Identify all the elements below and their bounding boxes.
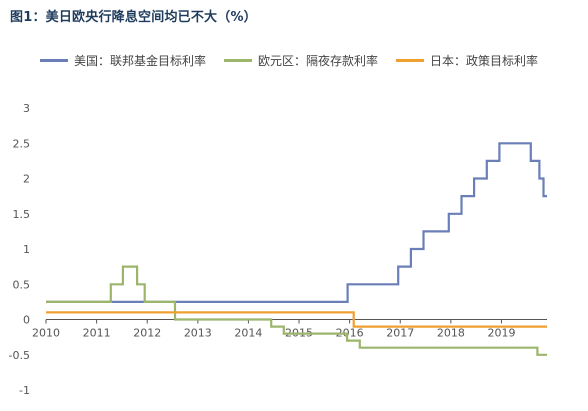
legend-swatch-jp [396, 59, 425, 62]
series-line-0 [46, 142, 547, 303]
x-tick-label: 2019 [487, 327, 515, 340]
legend-swatch-eu [224, 59, 253, 62]
legend-label-us: 美国：联邦基金目标利率 [74, 54, 207, 68]
y-tick-label: 3 [23, 102, 30, 115]
legend-label-jp: 日本：政策目标利率 [430, 54, 539, 68]
y-tick-label: -1 [19, 384, 30, 397]
x-tick-label: 2016 [336, 327, 364, 340]
x-tick-label: 2013 [184, 327, 212, 340]
chart-legend: 美国：联邦基金目标利率 欧元区：隔夜存款利率 日本：政策目标利率 [40, 52, 538, 69]
chart-title: 图1：美日欧央行降息空间均已不大（%） [10, 10, 257, 25]
x-tick-label: 2012 [133, 327, 161, 340]
legend-label-eu: 欧元区：隔夜存款利率 [258, 54, 379, 68]
x-tick-label: 2014 [234, 327, 262, 340]
legend-item-eu: 欧元区：隔夜存款利率 [224, 52, 378, 69]
x-tick-label: 2017 [386, 327, 414, 340]
legend-item-jp: 日本：政策目标利率 [396, 52, 538, 69]
x-tick-label: 2010 [32, 327, 60, 340]
legend-swatch-us [40, 59, 68, 62]
y-tick-label: 2 [23, 173, 30, 186]
y-tick-label: 0 [23, 314, 30, 327]
y-tick-label: 1 [23, 243, 30, 256]
y-tick-label: 1.5 [13, 208, 31, 221]
legend-item-us: 美国：联邦基金目标利率 [40, 52, 206, 69]
x-tick-label: 2018 [437, 327, 465, 340]
series-line-1 [46, 265, 547, 356]
series-line-2 [46, 311, 547, 328]
y-tick-label: 0.5 [13, 278, 31, 291]
y-tick-label: 2.5 [13, 137, 31, 150]
x-tick-label: 2011 [83, 327, 111, 340]
y-tick-label: -0.5 [9, 349, 30, 362]
